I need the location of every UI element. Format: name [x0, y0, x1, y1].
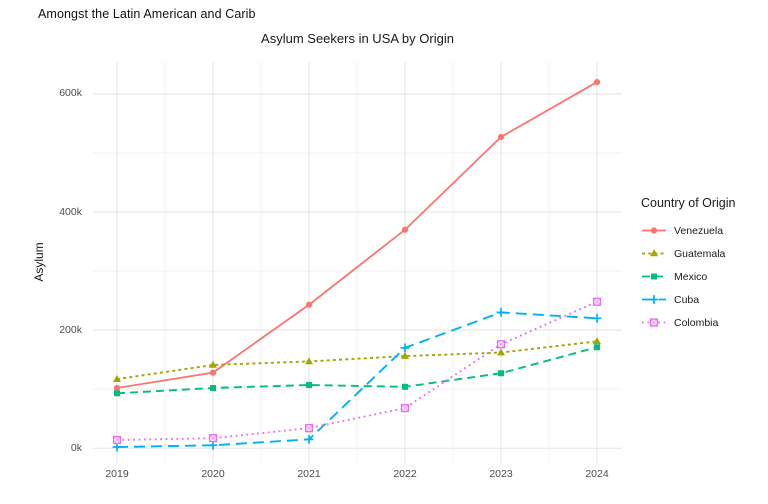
series-markers-cuba	[112, 308, 602, 452]
legend-key-triangle-icon	[642, 249, 666, 257]
x-tick-label-2024: 2024	[585, 468, 609, 480]
series-line-venezuela	[116, 81, 598, 389]
series-markers-mexico	[114, 344, 600, 397]
gridlines-major	[93, 62, 622, 463]
legend: Country of Origin Venezuela Guatemala Mexi…	[641, 196, 735, 338]
page-header-text: Amongst the Latin American and Carib	[38, 7, 256, 21]
series-guatemala	[113, 337, 601, 382]
legend-item-mexico: Mexico	[641, 269, 735, 284]
legend-label-colombia: Colombia	[674, 316, 719, 329]
series-markers-venezuela	[113, 78, 601, 392]
chart-title: Asylum Seekers in USA by Origin	[261, 31, 454, 46]
legend-label-venezuela: Venezuela	[674, 224, 724, 237]
x-tick-label-2023: 2023	[489, 468, 513, 480]
legend-key-square-x-icon	[642, 318, 666, 327]
series-cuba	[112, 308, 602, 452]
series-line-guatemala	[116, 340, 598, 381]
series-colombia	[112, 297, 602, 445]
series-markers-colombia	[112, 297, 602, 445]
y-tick-label-200k: 200k	[59, 323, 82, 336]
legend-item-venezuela: Venezuela	[641, 223, 735, 238]
y-tick-label-400k: 400k	[59, 205, 82, 218]
y-tick-label-0k: 0k	[70, 441, 82, 454]
x-tick-label-2022: 2022	[393, 468, 417, 480]
legend-key-plus-icon	[642, 295, 666, 304]
legend-item-cuba: Cuba	[641, 292, 735, 307]
legend-item-colombia: Colombia	[641, 315, 735, 330]
x-tick-label-2020: 2020	[201, 468, 225, 480]
series-markers-guatemala	[113, 337, 601, 382]
series-venezuela	[113, 78, 601, 392]
legend-label-cuba: Cuba	[674, 293, 700, 306]
legend-label-mexico: Mexico	[674, 270, 708, 283]
legend-key-circle-icon	[642, 227, 666, 234]
legend-items: Venezuela Guatemala Mexico Cuba Colombia	[641, 223, 735, 330]
legend-label-guatemala: Guatemala	[674, 247, 726, 260]
gridlines-minor	[93, 62, 622, 463]
series-line-mexico	[116, 346, 598, 395]
legend-item-guatemala: Guatemala	[641, 246, 735, 261]
series-line-cuba	[116, 311, 598, 449]
legend-key-square-icon	[642, 273, 666, 280]
legend-title: Country of Origin	[641, 196, 736, 210]
x-tick-label-2019: 2019	[105, 468, 129, 480]
x-tick-label-2021: 2021	[297, 468, 321, 480]
series-mexico	[114, 344, 600, 397]
y-tick-label-600k: 600k	[59, 87, 82, 100]
